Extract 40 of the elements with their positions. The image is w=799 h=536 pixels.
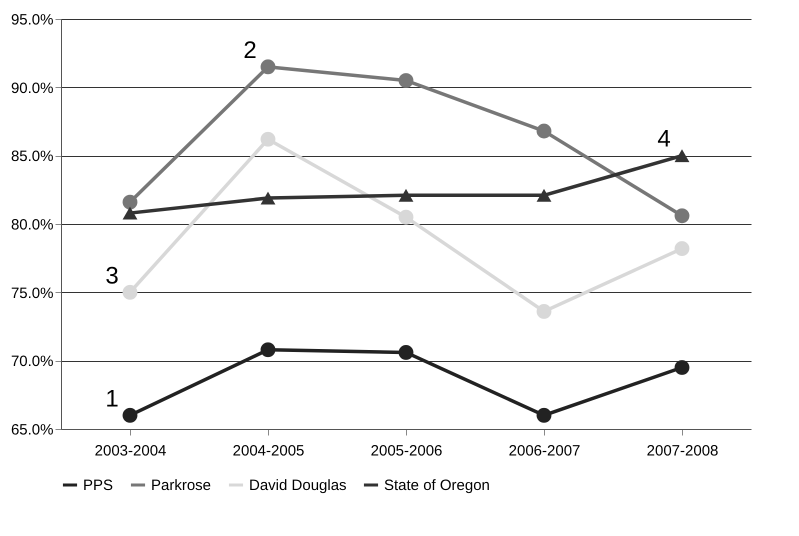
legend-label: Parkrose <box>151 477 212 494</box>
x-tick-label: 2007-2008 <box>646 442 718 460</box>
annotation: 4 <box>657 126 671 153</box>
y-tick-label: 70.0% <box>10 353 54 370</box>
x-tick-label: 2006-2007 <box>508 442 580 460</box>
point <box>674 149 690 162</box>
annotation: 1 <box>105 385 119 412</box>
point <box>122 194 138 210</box>
point <box>260 342 276 358</box>
legend-label: PPS <box>83 477 114 494</box>
point <box>260 59 276 74</box>
x-tick-label: 2003-2004 <box>94 442 166 460</box>
point <box>398 345 414 360</box>
point <box>536 304 552 319</box>
legend-label: State of Oregon <box>384 477 490 494</box>
point <box>122 206 138 220</box>
point <box>122 284 138 300</box>
x-tick-label: 2005-2006 <box>370 442 442 460</box>
point <box>536 408 552 423</box>
y-tick-label: 80.0% <box>10 216 54 234</box>
y-tick-label: 90.0% <box>10 80 54 97</box>
x-tick-label: 2004-2005 <box>232 442 304 460</box>
point <box>398 73 414 88</box>
point <box>260 192 276 204</box>
point <box>674 208 690 224</box>
point <box>260 132 276 147</box>
point <box>122 408 138 423</box>
y-tick-label: 65.0% <box>10 422 54 438</box>
y-tick-label: 85.0% <box>10 148 54 166</box>
point <box>674 360 690 375</box>
legend-label: David Douglas <box>249 477 347 494</box>
point <box>674 241 690 256</box>
annotation: 2 <box>243 36 257 64</box>
annotation: 3 <box>105 262 119 290</box>
point <box>398 188 414 202</box>
y-tick-label: 75.0% <box>10 284 54 302</box>
point <box>536 124 552 138</box>
point <box>398 210 414 225</box>
point <box>536 188 552 202</box>
y-tick-label: 95.0% <box>10 12 54 28</box>
